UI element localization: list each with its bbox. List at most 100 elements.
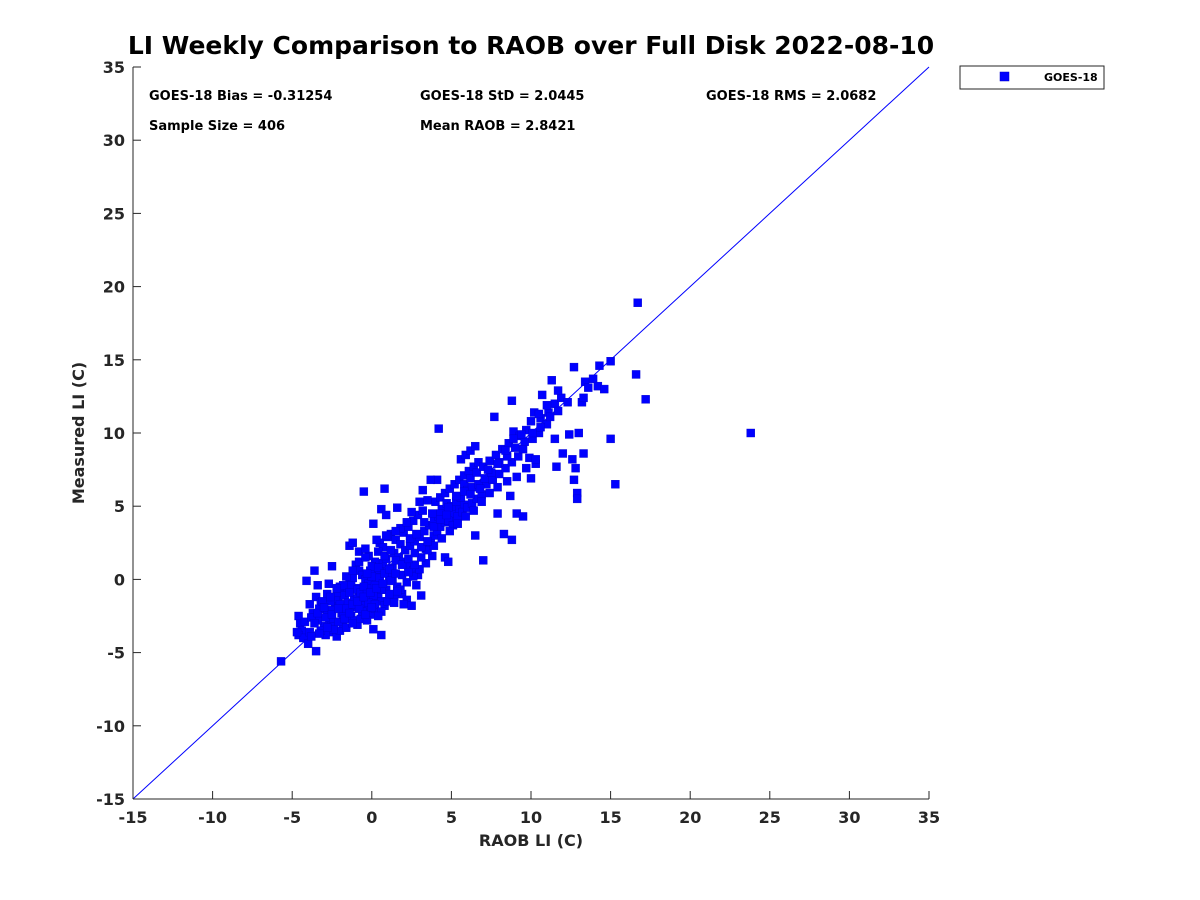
data-point [303,639,313,649]
data-point [326,592,335,602]
data-point [485,488,494,498]
data-point [361,544,370,553]
data-point [396,540,405,549]
x-tick-label: 10 [520,808,542,827]
data-point [402,518,412,527]
y-tick-label: 5 [114,497,125,516]
y-tick-label: 20 [103,278,125,297]
stats-annotations: GOES-18 Bias = -0.31254 GOES-18 StD = 2.… [149,89,876,134]
legend-box [959,65,1105,90]
data-point [416,542,426,552]
data-point [401,545,410,555]
data-point [518,444,528,454]
data-point [550,434,560,444]
x-tick-label: -10 [198,808,227,827]
data-point [377,630,386,640]
data-point [506,491,515,501]
data-point [429,541,439,550]
data-point [528,428,537,438]
data-point [633,298,642,307]
data-point [552,462,561,471]
data-point [359,592,369,602]
data-point [442,510,451,520]
data-point [507,396,517,405]
x-tick-label: -15 [119,808,148,827]
y-tick-label: -15 [96,790,125,809]
data-point [588,374,598,384]
data-point [361,610,370,619]
data-point [428,551,437,561]
data-point [380,569,389,578]
y-tick-label: 15 [103,351,125,370]
data-point [404,554,413,564]
data-point [466,474,475,483]
data-point [522,463,531,473]
data-point [526,417,536,426]
data-point [386,545,396,555]
data-point [444,557,453,567]
data-point [509,434,518,444]
data-point [416,553,426,562]
y-tick-label: -10 [96,717,125,736]
data-point [579,449,588,458]
y-axis-label: Measured LI (C) [69,362,88,504]
data-point [354,557,364,567]
legend-entry-goes-18: GOES-18 [1044,71,1098,84]
stat-rms: GOES-18 RMS = 2.0682 [706,89,876,104]
data-point [475,484,485,493]
data-point [389,598,399,608]
data-point [342,572,351,581]
data-point [302,576,311,586]
data-point [563,398,572,407]
data-point [479,556,488,565]
data-point [455,475,464,485]
legend[interactable]: GOES-18 [959,65,1105,90]
x-axis-ticks: -15 -10 -5 0 5 10 15 20 25 30 35 [119,791,940,827]
data-point [606,357,615,366]
data-point [340,614,349,624]
data-point [518,512,528,521]
data-point [334,604,343,613]
data-point [332,583,341,593]
data-point [412,529,421,539]
legend-marker-square-icon [999,71,1010,82]
data-point [307,632,316,641]
data-point [373,547,383,556]
data-point [426,475,435,485]
data-point [445,526,455,536]
data-point [507,535,517,545]
data-point [558,449,568,458]
y-tick-label: 10 [103,424,125,443]
data-point [553,386,563,395]
data-point [584,383,593,392]
data-point [537,390,547,400]
y-tick-label: 35 [103,58,125,77]
data-point [381,531,391,540]
data-point [423,537,432,546]
data-point [545,412,555,422]
data-point [451,491,461,501]
data-point [410,560,419,569]
data-point [595,361,604,370]
data-point [512,472,521,482]
data-point [472,468,482,477]
y-tick-label: 25 [103,204,125,223]
data-points [276,298,755,666]
data-point [553,406,563,416]
data-point [393,503,402,512]
data-point [324,579,334,588]
data-point [444,503,453,512]
data-point [507,458,517,467]
data-point [440,488,450,498]
data-point [415,564,424,574]
data-point [369,519,378,528]
data-point [348,619,357,628]
data-point [493,509,502,518]
data-point [569,362,579,372]
data-point [571,463,580,473]
data-point [292,627,302,637]
data-point [300,617,310,627]
x-tick-label: 30 [838,808,860,827]
x-axis-label: RAOB LI (C) [479,831,583,850]
data-point [315,629,324,638]
